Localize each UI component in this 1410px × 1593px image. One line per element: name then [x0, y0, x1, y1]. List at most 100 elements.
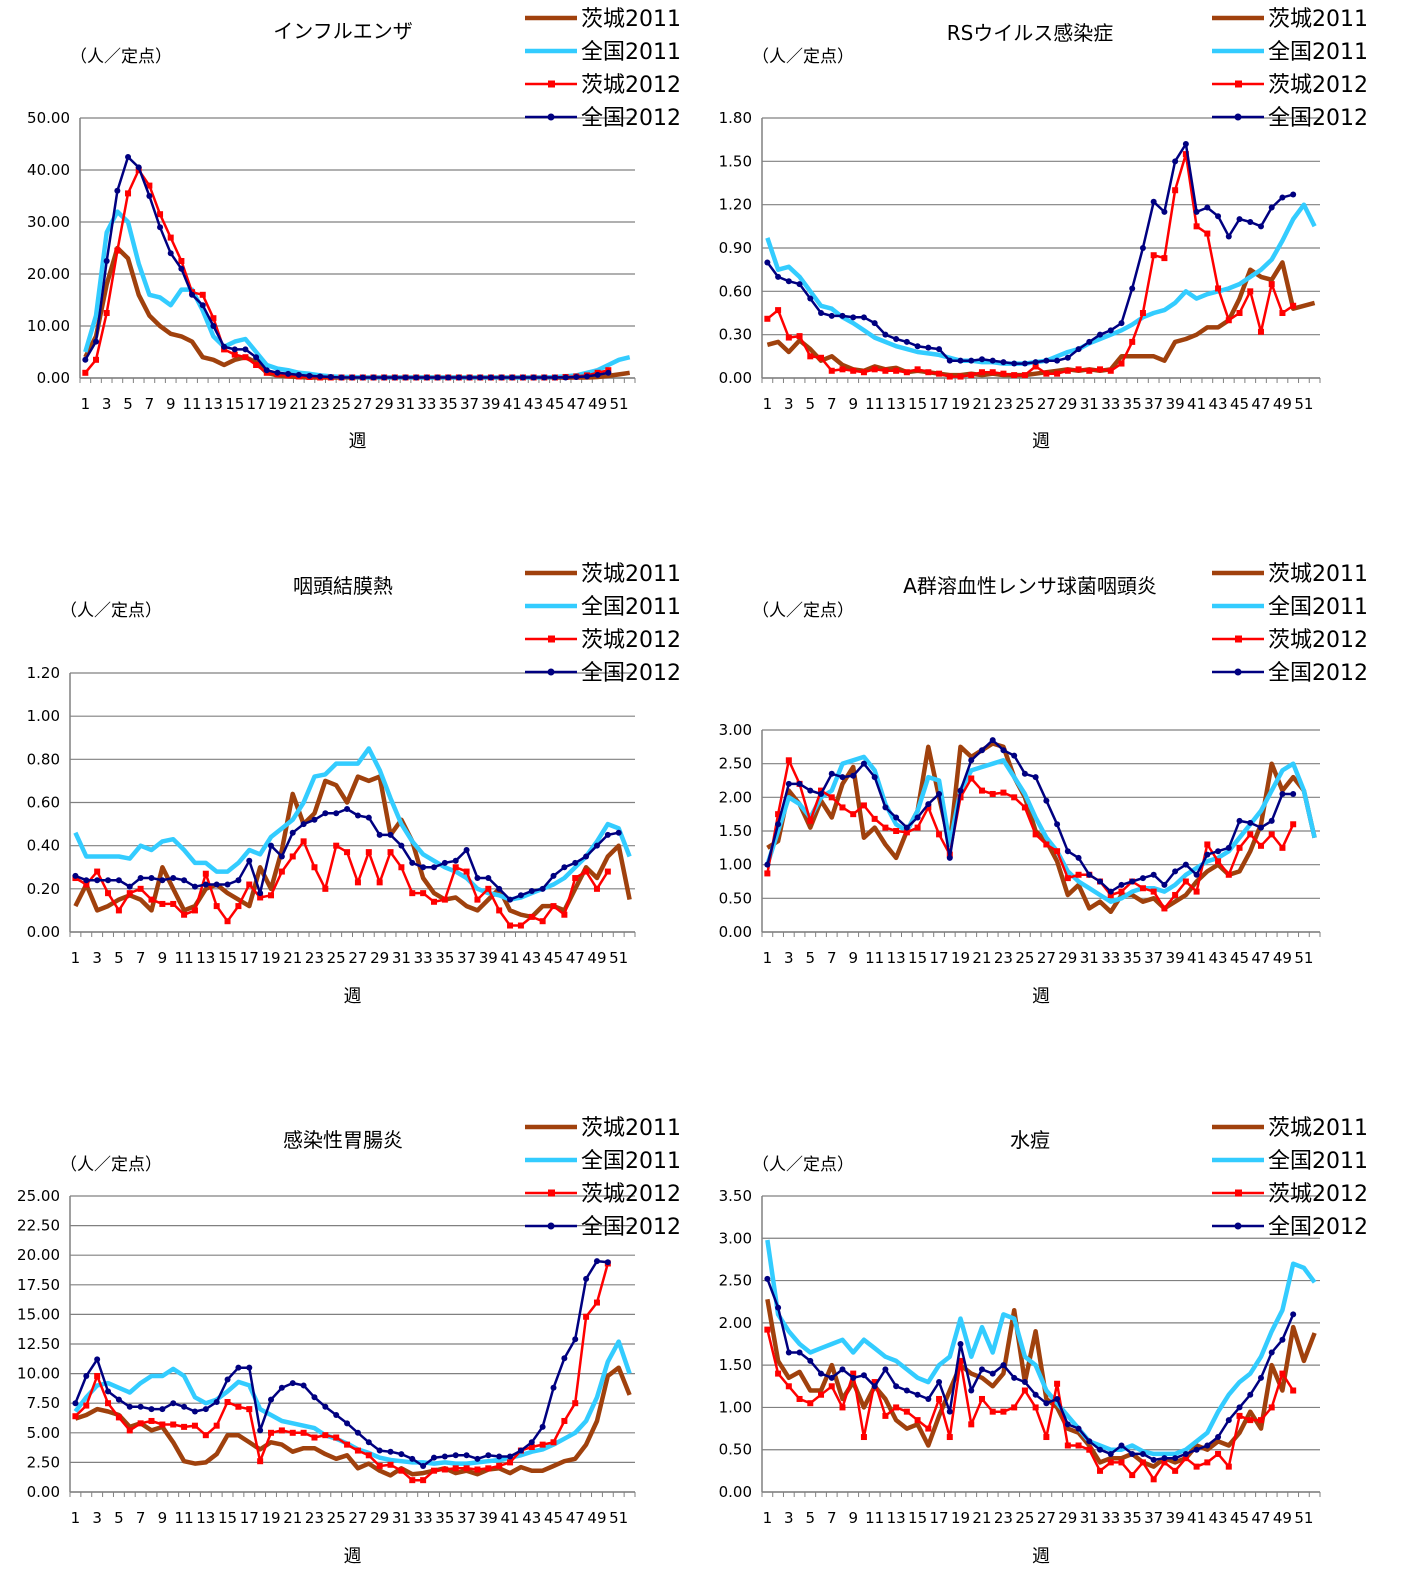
- data-point: [583, 1313, 590, 1320]
- y-axis-unit: （人／定点）: [752, 601, 854, 621]
- data-point: [1182, 1455, 1189, 1462]
- x-tick-label: 27: [348, 1509, 367, 1527]
- data-point: [1075, 871, 1082, 878]
- data-point: [882, 1412, 889, 1419]
- data-point: [1129, 338, 1136, 345]
- data-point: [83, 1402, 90, 1409]
- x-tick-label: 23: [994, 949, 1013, 967]
- data-point: [181, 1423, 188, 1430]
- data-point: [1086, 1446, 1093, 1453]
- data-point: [860, 369, 867, 376]
- data-point: [135, 164, 142, 171]
- data-point: [796, 1349, 803, 1356]
- data-point: [1000, 1408, 1007, 1415]
- legend-label: 全国2011: [581, 40, 681, 65]
- data-point: [115, 1414, 122, 1421]
- data-point: [775, 273, 782, 280]
- x-tick-label: 15: [225, 395, 244, 413]
- data-point: [989, 369, 996, 376]
- data-point: [1054, 1395, 1061, 1402]
- data-point: [1043, 357, 1050, 364]
- data-point: [1118, 360, 1125, 367]
- data-point: [594, 371, 601, 378]
- data-point: [441, 896, 448, 903]
- y-tick-label: 0.00: [719, 1483, 752, 1501]
- data-point: [1193, 223, 1200, 230]
- x-tick-label: 39: [1166, 949, 1185, 967]
- x-tick-label: 3: [784, 395, 794, 413]
- data-point: [871, 815, 878, 822]
- data-point: [978, 1366, 985, 1373]
- series-line-zenkoku-2011: [765, 754, 1317, 904]
- series-line-ibaraki-2011: [766, 260, 1316, 378]
- data-point: [199, 291, 206, 298]
- data-point: [202, 870, 209, 877]
- data-point: [1107, 367, 1114, 374]
- data-point: [1290, 790, 1297, 797]
- data-point: [146, 193, 153, 199]
- data-point: [344, 1441, 351, 1448]
- data-point: [365, 1452, 372, 1459]
- x-tick-label: 21: [283, 1509, 302, 1527]
- data-point: [365, 814, 372, 821]
- legend-label: 全国2012: [1268, 661, 1368, 686]
- x-tick-label: 39: [481, 395, 500, 413]
- data-point: [850, 314, 857, 321]
- data-point: [278, 868, 285, 875]
- data-point: [893, 367, 900, 374]
- x-tick-label: 41: [1187, 949, 1206, 967]
- x-tick-label: 29: [1058, 1509, 1077, 1527]
- x-tick-label: 43: [522, 1509, 541, 1527]
- data-point: [199, 302, 206, 309]
- data-point: [202, 1432, 209, 1439]
- data-point: [409, 1477, 416, 1484]
- data-point: [498, 374, 505, 381]
- data-point: [893, 828, 900, 834]
- data-point: [978, 356, 985, 363]
- legend-label: 全国2011: [1268, 40, 1368, 65]
- data-point: [1236, 310, 1243, 316]
- legend-label: 茨城2012: [581, 73, 681, 98]
- x-tick-label: 5: [123, 395, 133, 413]
- x-tick-label: 23: [311, 395, 330, 413]
- x-tick-label: 31: [1080, 395, 1099, 413]
- data-point: [125, 190, 132, 197]
- data-point: [333, 1434, 340, 1441]
- data-point: [914, 824, 921, 831]
- data-point: [1118, 881, 1125, 888]
- data-point: [604, 868, 611, 875]
- data-point: [807, 817, 814, 824]
- y-tick-label: 0.00: [719, 369, 752, 387]
- x-tick-label: 9: [166, 395, 176, 413]
- x-tick-label: 29: [375, 395, 394, 413]
- x-tick-label: 45: [545, 395, 564, 413]
- x-tick-label: 47: [567, 395, 586, 413]
- data-point: [103, 310, 110, 316]
- x-tick-label: 31: [1080, 1509, 1099, 1527]
- data-point: [263, 367, 270, 374]
- data-point: [1118, 1442, 1125, 1449]
- x-tick-label: 41: [503, 395, 522, 413]
- data-point: [338, 374, 345, 381]
- data-point: [818, 1391, 825, 1398]
- data-point: [541, 374, 548, 381]
- data-point: [968, 372, 975, 379]
- data-point: [1193, 1463, 1200, 1470]
- data-point: [235, 1403, 242, 1410]
- data-point: [1075, 1442, 1082, 1449]
- x-tick-label: 19: [261, 949, 280, 967]
- data-point: [818, 354, 825, 361]
- data-point: [764, 259, 771, 266]
- chart-title: 水痘: [1010, 1128, 1050, 1152]
- data-point: [1097, 1467, 1104, 1474]
- y-tick-label: 10.00: [17, 1365, 60, 1383]
- data-point: [936, 1395, 943, 1402]
- legend-marker: [548, 635, 555, 643]
- data-point: [828, 367, 835, 374]
- data-point: [1172, 187, 1179, 194]
- data-point: [507, 922, 514, 929]
- data-point: [1107, 891, 1114, 898]
- data-point: [137, 885, 144, 892]
- chart-panel-3: 0.000.200.400.600.801.001.201 3 5 7 9 11 13 15 1…: [27, 562, 681, 1007]
